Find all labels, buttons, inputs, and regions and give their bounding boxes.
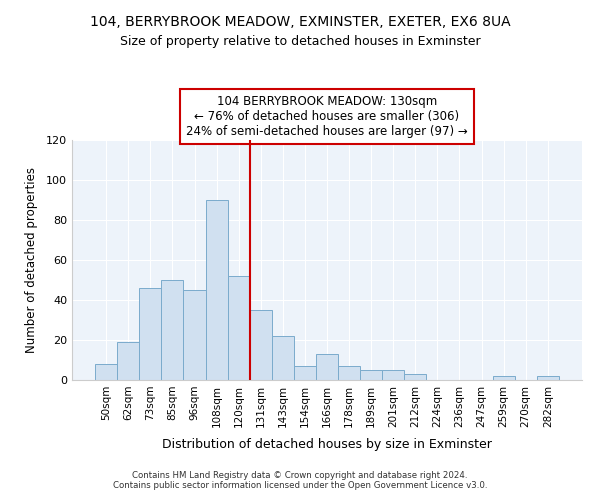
Bar xyxy=(117,342,139,380)
Bar xyxy=(294,366,316,380)
Bar xyxy=(95,364,117,380)
Bar xyxy=(316,354,338,380)
Text: Contains HM Land Registry data © Crown copyright and database right 2024.
Contai: Contains HM Land Registry data © Crown c… xyxy=(113,470,487,490)
Y-axis label: Number of detached properties: Number of detached properties xyxy=(25,167,38,353)
Bar xyxy=(493,376,515,380)
Bar xyxy=(161,280,184,380)
Bar xyxy=(537,376,559,380)
X-axis label: Distribution of detached houses by size in Exminster: Distribution of detached houses by size … xyxy=(162,438,492,451)
Bar xyxy=(404,374,427,380)
Text: 104 BERRYBROOK MEADOW: 130sqm
← 76% of detached houses are smaller (306)
24% of : 104 BERRYBROOK MEADOW: 130sqm ← 76% of d… xyxy=(186,94,468,138)
Bar xyxy=(272,336,294,380)
Bar xyxy=(227,276,250,380)
Text: 104, BERRYBROOK MEADOW, EXMINSTER, EXETER, EX6 8UA: 104, BERRYBROOK MEADOW, EXMINSTER, EXETE… xyxy=(89,15,511,29)
Bar xyxy=(382,370,404,380)
Bar xyxy=(184,290,206,380)
Text: Size of property relative to detached houses in Exminster: Size of property relative to detached ho… xyxy=(119,35,481,48)
Bar xyxy=(250,310,272,380)
Bar xyxy=(338,366,360,380)
Bar xyxy=(360,370,382,380)
Bar xyxy=(206,200,227,380)
Bar xyxy=(139,288,161,380)
